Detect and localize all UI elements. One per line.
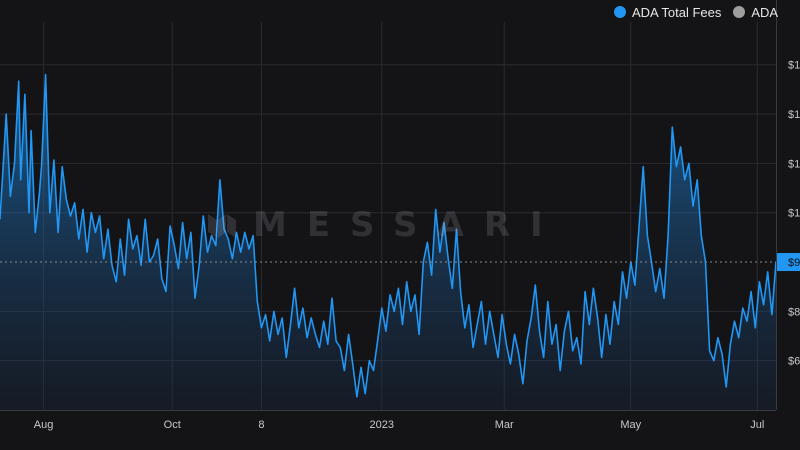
messari-logo-icon — [205, 208, 239, 242]
x-tick-label: Jul — [750, 419, 764, 431]
x-tick-label: 8 — [258, 419, 264, 431]
x-tick-label: Aug — [34, 419, 54, 431]
legend-label: ADA Total Fees — [632, 5, 721, 20]
y-axis: $1 $1 $1 $1 $8 $6 — [777, 0, 800, 410]
watermark: MESSARI — [205, 205, 563, 245]
legend-dot-icon — [614, 6, 626, 18]
y-tick-label: $1 — [788, 60, 800, 72]
y-tick-label: $1 — [788, 109, 800, 121]
legend-dot-icon — [733, 6, 745, 18]
legend: ADA Total Fees ADA — [614, 3, 778, 21]
x-axis: Aug Oct 8 2023 Mar May Jul — [0, 411, 776, 432]
y-tick-label: $1 — [788, 208, 800, 220]
legend-item-ada[interactable]: ADA — [733, 5, 778, 20]
y-tick-label: $8 — [788, 306, 800, 318]
y-tick-label: $6 — [788, 356, 800, 368]
x-tick-label: Oct — [164, 419, 181, 431]
watermark-text: MESSARI — [253, 205, 563, 245]
x-tick-label: Mar — [495, 419, 514, 431]
legend-label: ADA — [751, 5, 778, 20]
current-value-label: $9 — [788, 257, 800, 269]
x-tick-label: 2023 — [370, 419, 394, 431]
x-tick-label: May — [620, 419, 641, 431]
y-tick-label: $1 — [788, 158, 800, 170]
legend-item-ada-total-fees[interactable]: ADA Total Fees — [614, 5, 721, 20]
